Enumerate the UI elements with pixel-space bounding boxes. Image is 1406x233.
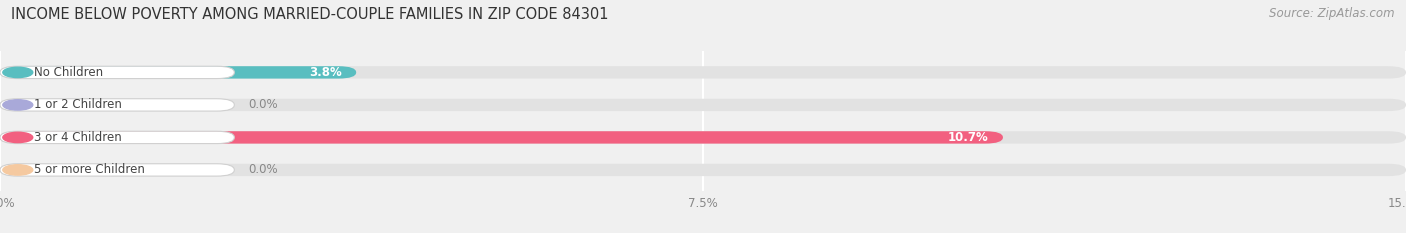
Text: Source: ZipAtlas.com: Source: ZipAtlas.com <box>1270 7 1395 20</box>
Text: 5 or more Children: 5 or more Children <box>34 163 145 176</box>
FancyBboxPatch shape <box>0 131 1406 144</box>
Text: 3.8%: 3.8% <box>309 66 342 79</box>
Circle shape <box>3 100 32 110</box>
FancyBboxPatch shape <box>0 131 1002 144</box>
FancyBboxPatch shape <box>0 164 235 176</box>
Text: 0.0%: 0.0% <box>249 98 278 111</box>
Text: INCOME BELOW POVERTY AMONG MARRIED-COUPLE FAMILIES IN ZIP CODE 84301: INCOME BELOW POVERTY AMONG MARRIED-COUPL… <box>11 7 609 22</box>
FancyBboxPatch shape <box>0 131 235 144</box>
Text: 0.0%: 0.0% <box>249 163 278 176</box>
Circle shape <box>3 132 32 143</box>
FancyBboxPatch shape <box>0 66 1406 79</box>
FancyBboxPatch shape <box>0 99 235 111</box>
FancyBboxPatch shape <box>0 164 1406 176</box>
Circle shape <box>3 165 32 175</box>
FancyBboxPatch shape <box>0 99 1406 111</box>
Text: No Children: No Children <box>34 66 103 79</box>
Text: 1 or 2 Children: 1 or 2 Children <box>34 98 122 111</box>
Text: 3 or 4 Children: 3 or 4 Children <box>34 131 121 144</box>
Text: 10.7%: 10.7% <box>948 131 988 144</box>
FancyBboxPatch shape <box>0 66 356 79</box>
FancyBboxPatch shape <box>0 66 235 79</box>
Circle shape <box>3 67 32 78</box>
